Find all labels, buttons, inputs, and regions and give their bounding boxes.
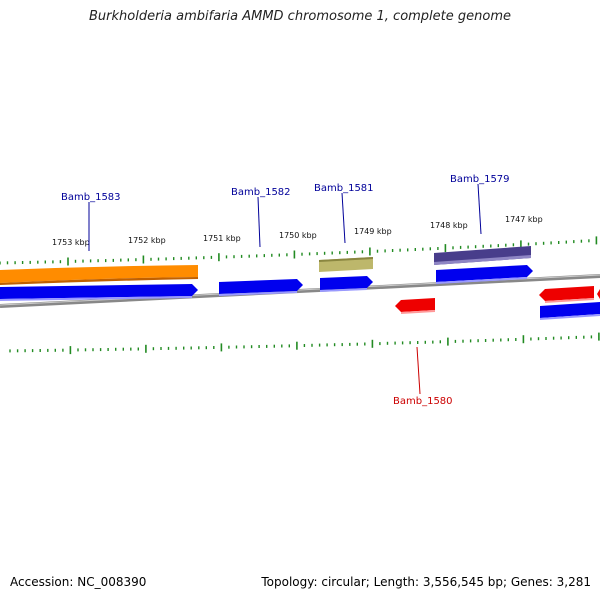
gene-label-bamb-1582[interactable]: Bamb_1582: [231, 187, 291, 198]
gene-label-bamb-1583[interactable]: Bamb_1583: [61, 192, 121, 203]
gene-arrow-right-edge[interactable]: [540, 302, 600, 318]
tick-label: 1749 kbp: [354, 227, 392, 236]
gene-arrow-bamb-1582[interactable]: [219, 279, 303, 294]
leader-line: [341, 192, 346, 244]
outer-tick-marks: [0, 236, 598, 266]
chromosome-backbone: [0, 274, 600, 308]
tick-label: 1753 kbp: [52, 238, 90, 247]
map-title: Burkholderia ambifaria AMMD chromosome 1…: [88, 9, 512, 24]
gene-arrow-right-reverse[interactable]: [539, 286, 594, 301]
gene-arrow-bamb-1581[interactable]: [320, 276, 373, 290]
tick-label: 1748 kbp: [430, 221, 468, 230]
inner-tick-marks: [9, 332, 600, 355]
gene-label-bamb-1579[interactable]: Bamb_1579: [450, 174, 510, 185]
tick-label: 1751 kbp: [203, 234, 241, 243]
accession-text: Accession: NC_008390: [10, 575, 147, 589]
tick-label: 1747 kbp: [505, 215, 543, 224]
tick-label: 1750 kbp: [279, 231, 317, 240]
leader-line: [257, 196, 261, 248]
leader-line: [477, 183, 482, 235]
genome-summary-text: Topology: circular; Length: 3,556,545 bp…: [261, 575, 591, 589]
tick-label: 1752 kbp: [128, 236, 166, 245]
orange-feature: [0, 265, 198, 283]
gene-arrow-bamb-1579[interactable]: [436, 265, 533, 282]
gene-arrow-bamb-1580[interactable]: [395, 298, 435, 312]
gene-label-bamb-1581[interactable]: Bamb_1581: [314, 183, 374, 194]
gene-label-bamb-1580[interactable]: Bamb_1580: [393, 396, 453, 407]
gene-arrow-bamb-1583[interactable]: [0, 284, 198, 299]
leader-line: [416, 346, 421, 395]
